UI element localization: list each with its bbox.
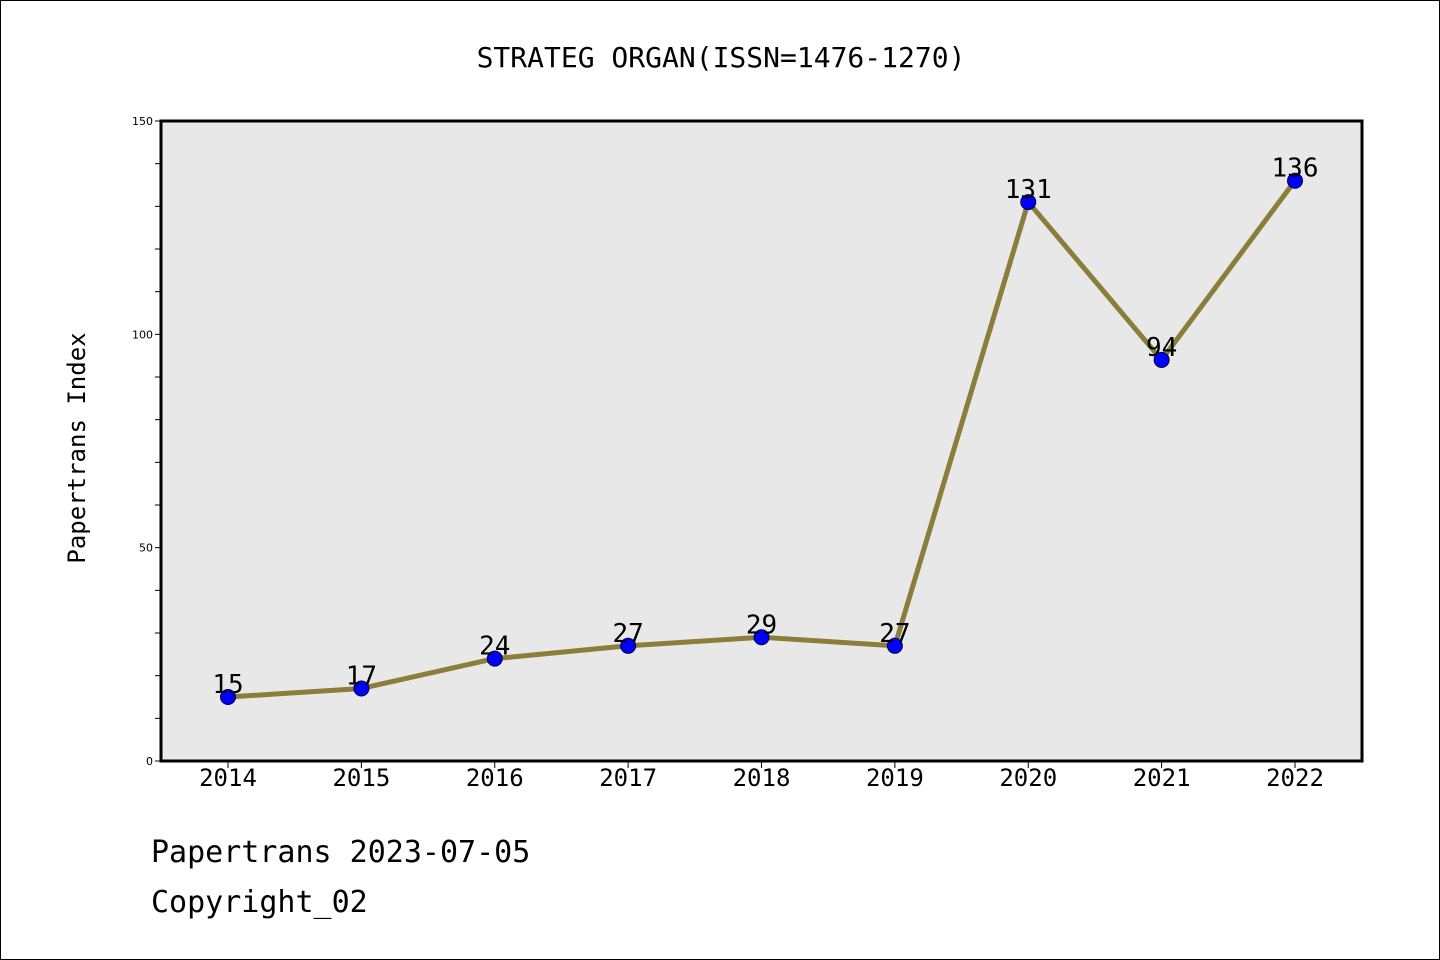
chart-title: STRATEG ORGAN(ISSN=1476-1270) — [477, 41, 966, 74]
data-point-marker — [1287, 172, 1303, 189]
footer-copyright: Copyright_02 — [151, 885, 368, 920]
data-label: 29 — [746, 610, 777, 640]
footer-date: Papertrans 2023-07-05 — [151, 835, 531, 870]
data-label: 27 — [612, 619, 643, 649]
data-labels-group: 15 17 24 27 29 27 131 94 136 — [212, 154, 1318, 700]
data-point-marker — [486, 650, 503, 667]
x-tick-label: 2014 — [199, 764, 257, 792]
plot-border — [159, 119, 1364, 763]
x-tick-label: 2020 — [999, 764, 1057, 792]
data-point-marker — [1020, 194, 1037, 211]
y-tick-label: 100 — [132, 328, 153, 341]
data-label: 24 — [479, 632, 510, 662]
x-tick-label: 2015 — [332, 764, 390, 792]
x-tick-label: 2016 — [466, 764, 524, 792]
data-label: 131 — [1005, 175, 1052, 205]
x-tick-label: 2018 — [733, 764, 791, 792]
data-point-marker — [620, 637, 637, 654]
y-tick-label: 50 — [139, 542, 153, 555]
y-axis: 0 50 100 150 — [132, 115, 161, 768]
data-point-marker — [886, 637, 903, 654]
series-line-group — [220, 172, 1303, 705]
y-axis-label: Papertrans Index — [63, 332, 91, 563]
x-tick-label: 2017 — [599, 764, 657, 792]
data-label: 27 — [879, 619, 910, 649]
data-label: 15 — [212, 670, 243, 700]
y-tick-label: 150 — [132, 115, 153, 128]
y-tick-label: 0 — [146, 755, 153, 768]
x-tick-label: 2022 — [1266, 764, 1324, 792]
x-tick-label: 2021 — [1133, 764, 1191, 792]
plot-area — [161, 121, 1362, 761]
data-point-marker — [220, 689, 236, 705]
data-point-marker — [753, 629, 770, 646]
data-point-marker — [353, 680, 370, 697]
data-label: 94 — [1146, 333, 1177, 363]
data-point-marker — [1153, 351, 1170, 368]
data-label: 17 — [346, 661, 377, 691]
x-tick-label: 2019 — [866, 764, 924, 792]
data-label: 136 — [1272, 154, 1319, 184]
x-axis: 2014 2015 2016 2017 2018 2019 2020 2021 2022 — [199, 761, 1324, 792]
